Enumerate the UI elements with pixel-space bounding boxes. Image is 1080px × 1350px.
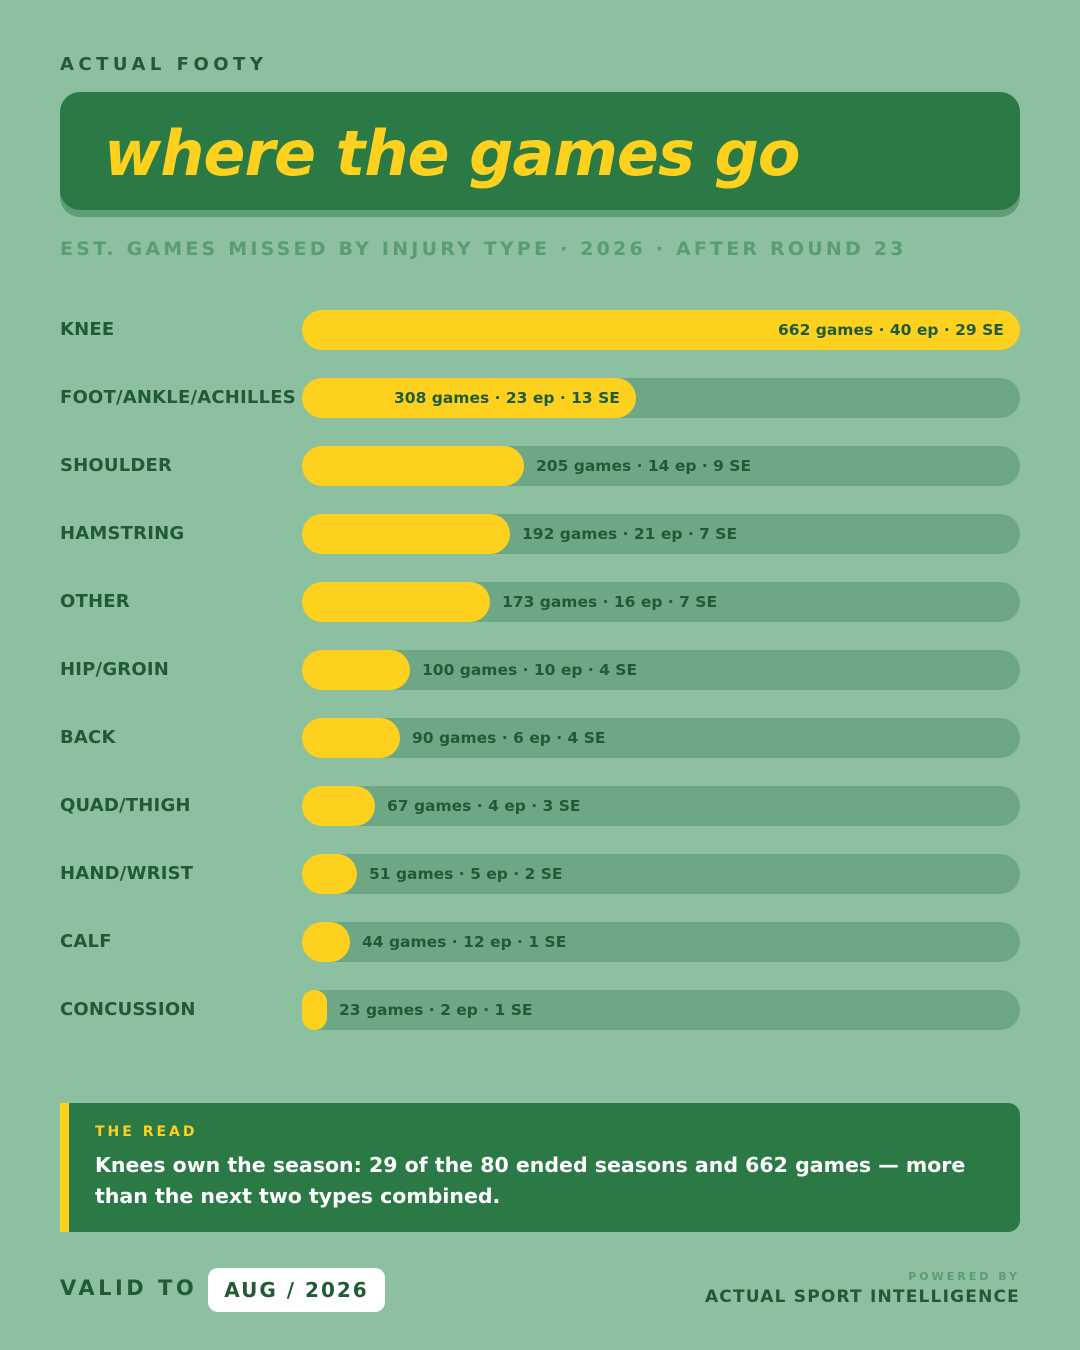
bar	[302, 650, 410, 690]
bar	[302, 854, 357, 894]
category-label: FOOT/ANKLE/ACHILLES	[60, 387, 296, 408]
category-label: CALF	[60, 931, 112, 952]
bar-value-label: 67 games · 4 ep · 3 SE	[387, 797, 581, 815]
category-label: BACK	[60, 727, 116, 748]
bar-row: HAND/WRIST 51 games · 5 ep · 2 SE	[0, 854, 1080, 894]
bar-track	[302, 922, 1020, 962]
bar-row: KNEE 662 games · 40 ep · 29 SE	[0, 310, 1080, 350]
bar-row: CALF 44 games · 12 ep · 1 SE	[0, 922, 1080, 962]
bar-row: HIP/GROIN 100 games · 10 ep · 4 SE	[0, 650, 1080, 690]
bar-row: SHOULDER 205 games · 14 ep · 9 SE	[0, 446, 1080, 486]
category-label: HAMSTRING	[60, 523, 185, 544]
bar-row: CONCUSSION 23 games · 2 ep · 1 SE	[0, 990, 1080, 1030]
bar	[302, 718, 400, 758]
bar-value-label: 90 games · 6 ep · 4 SE	[412, 729, 606, 747]
valid-to-label: VALID TO	[60, 1276, 198, 1300]
chart-title: where the games go	[104, 117, 800, 190]
bar	[302, 922, 350, 962]
bar-value-label: 308 games · 23 ep · 13 SE	[394, 389, 620, 407]
bar-row: FOOT/ANKLE/ACHILLES 308 games · 23 ep · 1…	[0, 378, 1080, 418]
category-label: HIP/GROIN	[60, 659, 170, 680]
bar-value-label: 662 games · 40 ep · 29 SE	[778, 321, 1004, 339]
bar-row: BACK 90 games · 6 ep · 4 SE	[0, 718, 1080, 758]
bar-track	[302, 718, 1020, 758]
category-label: QUAD/THIGH	[60, 795, 191, 816]
bar	[302, 446, 524, 486]
bar	[302, 786, 375, 826]
bar	[302, 514, 510, 554]
read-accent-bar	[60, 1103, 69, 1232]
read-kicker: THE READ	[95, 1124, 198, 1140]
bar	[302, 990, 327, 1030]
category-label: OTHER	[60, 591, 130, 612]
category-label: HAND/WRIST	[60, 863, 194, 884]
bar-value-label: 51 games · 5 ep · 2 SE	[369, 865, 563, 883]
read-panel	[60, 1103, 1020, 1232]
bar-value-label: 205 games · 14 ep · 9 SE	[536, 457, 752, 475]
bar-track	[302, 786, 1020, 826]
bar-row: QUAD/THIGH 67 games · 4 ep · 3 SE	[0, 786, 1080, 826]
bar-row: HAMSTRING 192 games · 21 ep · 7 SE	[0, 514, 1080, 554]
title-banner	[60, 92, 1020, 210]
bar-value-label: 100 games · 10 ep · 4 SE	[422, 661, 638, 679]
chart-subtitle: EST. GAMES MISSED BY INJURY TYPE · 2026 …	[60, 238, 907, 260]
bar-track	[302, 650, 1020, 690]
bar-row: OTHER 173 games · 16 ep · 7 SE	[0, 582, 1080, 622]
category-label: CONCUSSION	[60, 999, 196, 1020]
bar-value-label: 23 games · 2 ep · 1 SE	[339, 1001, 533, 1019]
bar	[302, 310, 1020, 350]
bar-track	[302, 854, 1020, 894]
bar-value-label: 44 games · 12 ep · 1 SE	[362, 933, 567, 951]
valid-to-badge: AUG / 2026	[208, 1268, 385, 1312]
brand-label: ACTUAL FOOTY	[60, 54, 268, 75]
bar-track	[302, 990, 1020, 1030]
read-text: Knees own the season: 29 of the 80 ended…	[95, 1153, 966, 1208]
powered-by-label: POWERED BY	[908, 1270, 1020, 1283]
bar-value-label: 173 games · 16 ep · 7 SE	[502, 593, 718, 611]
company-name: ACTUAL SPORT INTELLIGENCE	[704, 1287, 1020, 1307]
category-label: SHOULDER	[60, 455, 173, 476]
category-label: KNEE	[60, 319, 115, 340]
bar	[302, 378, 636, 418]
bar-value-label: 192 games · 21 ep · 7 SE	[522, 525, 738, 543]
bar	[302, 582, 490, 622]
